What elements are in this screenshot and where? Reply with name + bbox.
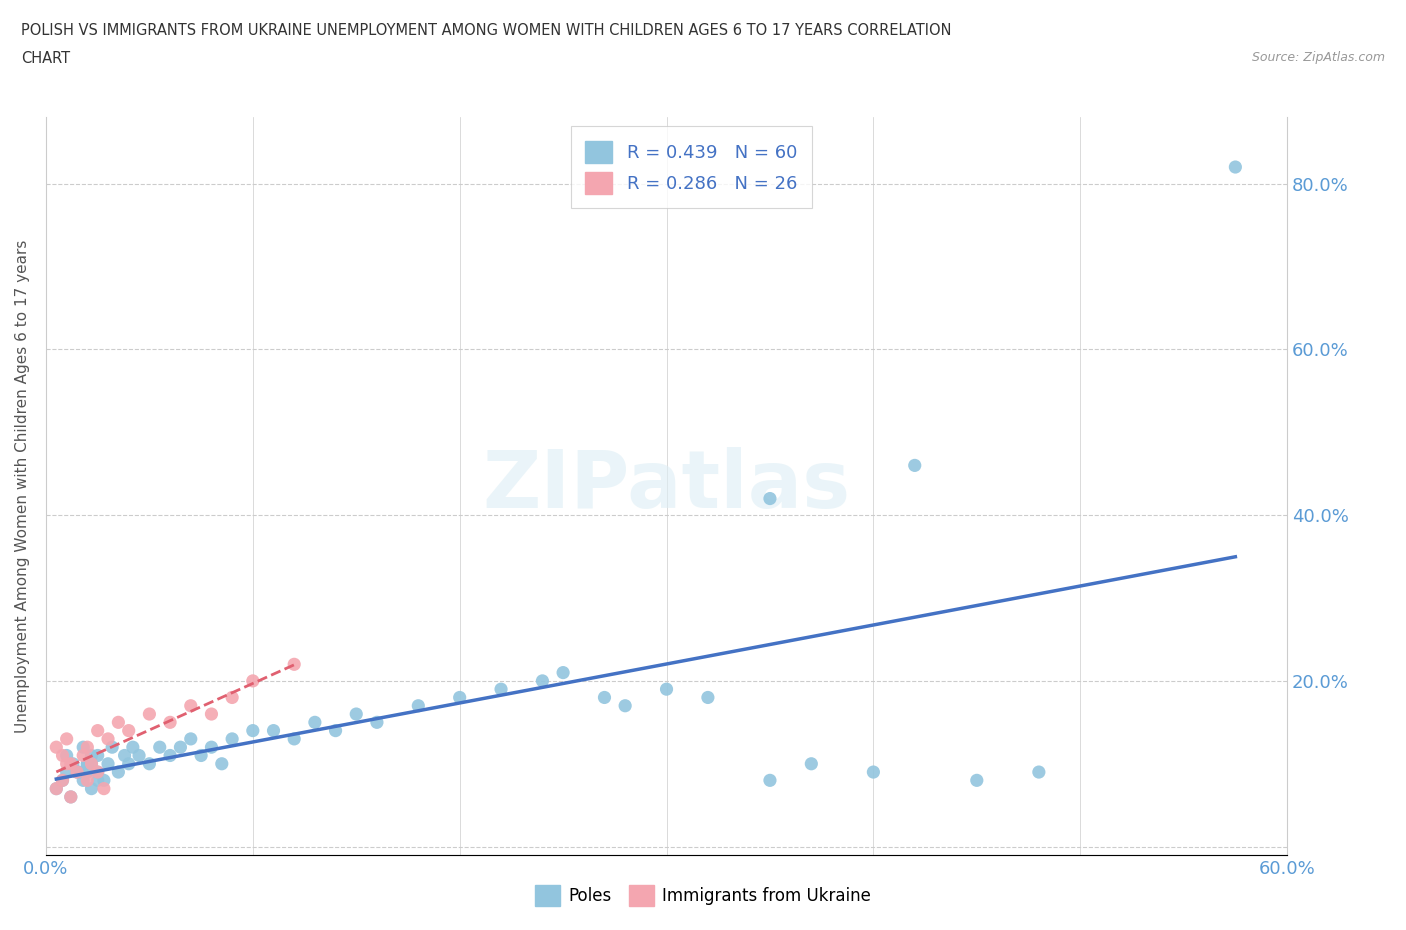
Point <box>51 773 73 788</box>
Point <box>966 773 988 788</box>
Point <box>128 748 150 763</box>
Point <box>59 790 82 804</box>
Point <box>55 748 77 763</box>
Point <box>138 756 160 771</box>
Point <box>86 764 108 779</box>
Point <box>221 732 243 747</box>
Point <box>118 756 141 771</box>
Point <box>86 724 108 738</box>
Point <box>55 732 77 747</box>
Point <box>304 715 326 730</box>
Point <box>118 724 141 738</box>
Point <box>45 781 67 796</box>
Text: POLISH VS IMMIGRANTS FROM UKRAINE UNEMPLOYMENT AMONG WOMEN WITH CHILDREN AGES 6 : POLISH VS IMMIGRANTS FROM UKRAINE UNEMPL… <box>21 23 952 38</box>
Point <box>283 657 305 671</box>
Point <box>759 491 782 506</box>
Point <box>593 690 616 705</box>
Point <box>149 739 172 754</box>
Legend: R = 0.439   N = 60, R = 0.286   N = 26: R = 0.439 N = 60, R = 0.286 N = 26 <box>571 126 811 208</box>
Point <box>114 748 136 763</box>
Point <box>76 764 98 779</box>
Point <box>759 773 782 788</box>
Point <box>80 781 103 796</box>
Point <box>531 673 554 688</box>
Point <box>180 698 202 713</box>
Y-axis label: Unemployment Among Women with Children Ages 6 to 17 years: Unemployment Among Women with Children A… <box>15 239 30 733</box>
Point <box>489 682 512 697</box>
Point <box>190 748 212 763</box>
Point <box>325 724 347 738</box>
Point <box>1225 160 1247 175</box>
Point <box>51 748 73 763</box>
Legend: Poles, Immigrants from Ukraine: Poles, Immigrants from Ukraine <box>529 879 877 912</box>
Point <box>614 698 637 713</box>
Point <box>200 707 222 722</box>
Point <box>242 673 264 688</box>
Point <box>76 756 98 771</box>
Point <box>45 781 67 796</box>
Point <box>551 665 574 680</box>
Point <box>72 748 94 763</box>
Point <box>97 732 120 747</box>
Point <box>159 715 181 730</box>
Text: CHART: CHART <box>21 51 70 66</box>
Point <box>59 756 82 771</box>
Point <box>211 756 233 771</box>
Point <box>59 790 82 804</box>
Point <box>121 739 143 754</box>
Point <box>242 724 264 738</box>
Point <box>138 707 160 722</box>
Point <box>862 764 884 779</box>
Point <box>45 739 67 754</box>
Point <box>263 724 285 738</box>
Point <box>200 739 222 754</box>
Point <box>62 756 84 771</box>
Point <box>66 764 89 779</box>
Point <box>80 756 103 771</box>
Point <box>159 748 181 763</box>
Point <box>72 739 94 754</box>
Point <box>80 756 103 771</box>
Point <box>76 773 98 788</box>
Point <box>72 773 94 788</box>
Point <box>80 748 103 763</box>
Point <box>97 756 120 771</box>
Point <box>55 764 77 779</box>
Point <box>1028 764 1050 779</box>
Point <box>283 732 305 747</box>
Point <box>904 458 927 472</box>
Point <box>655 682 678 697</box>
Point <box>107 764 129 779</box>
Point <box>86 748 108 763</box>
Point <box>449 690 471 705</box>
Point <box>180 732 202 747</box>
Text: Source: ZipAtlas.com: Source: ZipAtlas.com <box>1251 51 1385 64</box>
Point <box>169 739 191 754</box>
Point <box>107 715 129 730</box>
Point <box>86 773 108 788</box>
Point <box>101 739 124 754</box>
Point <box>67 764 90 779</box>
Point <box>344 707 367 722</box>
Point <box>800 756 823 771</box>
Point <box>76 756 98 771</box>
Point <box>66 764 89 779</box>
Point <box>86 764 108 779</box>
Point <box>93 781 115 796</box>
Point <box>408 698 430 713</box>
Point <box>51 773 73 788</box>
Point <box>76 739 98 754</box>
Point <box>366 715 388 730</box>
Text: ZIPatlas: ZIPatlas <box>482 447 851 525</box>
Point <box>221 690 243 705</box>
Point <box>93 773 115 788</box>
Point <box>696 690 718 705</box>
Point <box>55 756 77 771</box>
